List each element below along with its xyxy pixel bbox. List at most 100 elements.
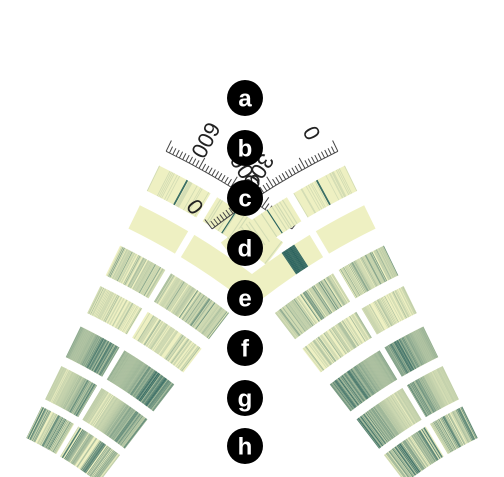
track-c-density-stripe <box>315 283 335 312</box>
track-c-density-stripe <box>351 262 369 292</box>
track-b-density-stripe <box>293 244 309 268</box>
track-g-density-stripe <box>64 429 84 460</box>
track-g-density-stripe <box>394 446 416 476</box>
track-e-density-stripe <box>118 358 138 388</box>
track-f-density-stripe <box>96 397 118 430</box>
track-g-density-stripe <box>455 409 473 442</box>
track-e-density-stripe <box>94 342 112 373</box>
track-d-density-stripe <box>364 306 381 333</box>
track-c-density-stripe <box>174 287 194 316</box>
track-d-density-stripe <box>366 305 382 332</box>
track-d-density-stripe <box>320 334 339 360</box>
scale-tick <box>188 156 193 164</box>
track-c-density-stripe <box>109 247 125 278</box>
track-e-density-stripe <box>374 353 394 383</box>
track-f-density-stripe <box>424 375 443 408</box>
track-d-density-stripe <box>401 287 416 315</box>
track-b-density-stripe <box>288 247 304 270</box>
track-c-density-stripe <box>308 288 328 317</box>
track-d-density-stripe <box>118 303 134 330</box>
track-f-density-stripe <box>110 408 133 439</box>
track-d-density-stripe <box>377 299 393 327</box>
track-f-density-stripe <box>435 369 453 403</box>
scale-tick <box>288 169 293 176</box>
scale-tick <box>230 176 238 188</box>
track-f-density-stripe <box>375 405 397 437</box>
track-d-density-stripe <box>92 288 107 316</box>
track-f-density-stripe <box>406 385 427 418</box>
track-g-density-stripe <box>404 439 425 470</box>
track-f-density-stripe <box>379 402 402 434</box>
scale-tick <box>266 176 274 188</box>
track-c-density-stripe <box>302 292 323 321</box>
track-e-density-stripe <box>372 354 392 384</box>
track-e-density-stripe <box>331 382 353 411</box>
track-c-density-stripe <box>364 254 381 285</box>
track-e-density-stripe <box>99 345 118 376</box>
track-c-density-stripe <box>342 267 360 297</box>
track-d-density-stripe <box>400 287 415 315</box>
track-e-density-stripe <box>409 333 427 364</box>
track-e-density-stripe <box>135 370 156 399</box>
track-g-density-stripe <box>61 427 81 458</box>
track-c-density-stripe <box>200 306 221 334</box>
track-d-density-stripe <box>119 303 135 331</box>
track-d-density-stripe <box>176 343 196 369</box>
track-e-density-stripe <box>98 345 117 375</box>
track-f-density-stripe <box>420 377 439 410</box>
track-a-density-stripe <box>314 181 329 206</box>
track-g-density-stripe <box>54 422 73 454</box>
track-e-density-stripe <box>384 347 403 377</box>
track-e-density-stripe <box>393 342 411 372</box>
track-f-density-stripe <box>428 372 447 406</box>
track-a-density-stripe <box>329 173 343 199</box>
scale-tick <box>311 156 316 164</box>
track-c-density-stripe <box>364 255 381 285</box>
track-c-density-stripe <box>123 255 140 285</box>
scale-tick <box>201 163 207 171</box>
track-d-density-stripe <box>139 316 157 343</box>
track-e-density-stripe <box>330 383 352 411</box>
track-c-density-stripe <box>370 251 387 282</box>
track-g-density-stripe <box>431 422 450 454</box>
track-c-density-stripe <box>138 264 156 294</box>
track-g-density-stripe <box>47 418 65 450</box>
track-e-density-stripe <box>359 362 379 392</box>
track-e-density-stripe <box>367 357 387 387</box>
track-d-density-stripe <box>332 326 351 352</box>
track-a-density-stripe <box>183 185 198 211</box>
track-f-density-stripe <box>411 382 431 415</box>
track-f-density-stripe <box>396 391 417 424</box>
track-d-density-stripe <box>367 304 384 332</box>
track-f-density-stripe <box>56 372 74 406</box>
track-a-density-stripe <box>207 200 223 225</box>
scale-tick <box>284 171 290 178</box>
track-b-density-stripe <box>283 251 299 274</box>
track-d-density-stripe <box>337 323 355 349</box>
track-c-density-stripe <box>118 252 135 283</box>
track-f-density-stripe <box>94 396 116 428</box>
track-c-density-stripe <box>321 279 341 309</box>
track-g-density-stripe <box>99 453 119 477</box>
track-g-density-stripe <box>406 438 427 468</box>
track-f-density-stripe <box>424 375 443 409</box>
track-g-density-stripe <box>83 443 105 473</box>
track-g-density-stripe <box>52 421 71 452</box>
track-f-density-stripe <box>46 366 63 401</box>
track-c-density-stripe <box>329 274 348 304</box>
track-g-density-stripe <box>442 416 460 448</box>
track-g-density-stripe <box>42 415 60 447</box>
track-f-density-stripe <box>83 388 104 421</box>
track-f-density-stripe <box>67 378 87 412</box>
track-d-density-stripe <box>156 328 175 354</box>
track-d-density-stripe <box>164 334 183 360</box>
track-g-density-stripe <box>434 421 453 452</box>
track-g-density-stripe <box>421 428 441 459</box>
marker-circle <box>227 330 263 366</box>
track-f-density-stripe <box>398 390 419 422</box>
track-e-density-stripe <box>88 339 106 370</box>
track-c-density-stripe <box>195 302 217 331</box>
track-f-density-stripe <box>52 369 70 404</box>
track-d-density-stripe <box>114 301 130 328</box>
track-g-density-stripe <box>60 426 79 457</box>
